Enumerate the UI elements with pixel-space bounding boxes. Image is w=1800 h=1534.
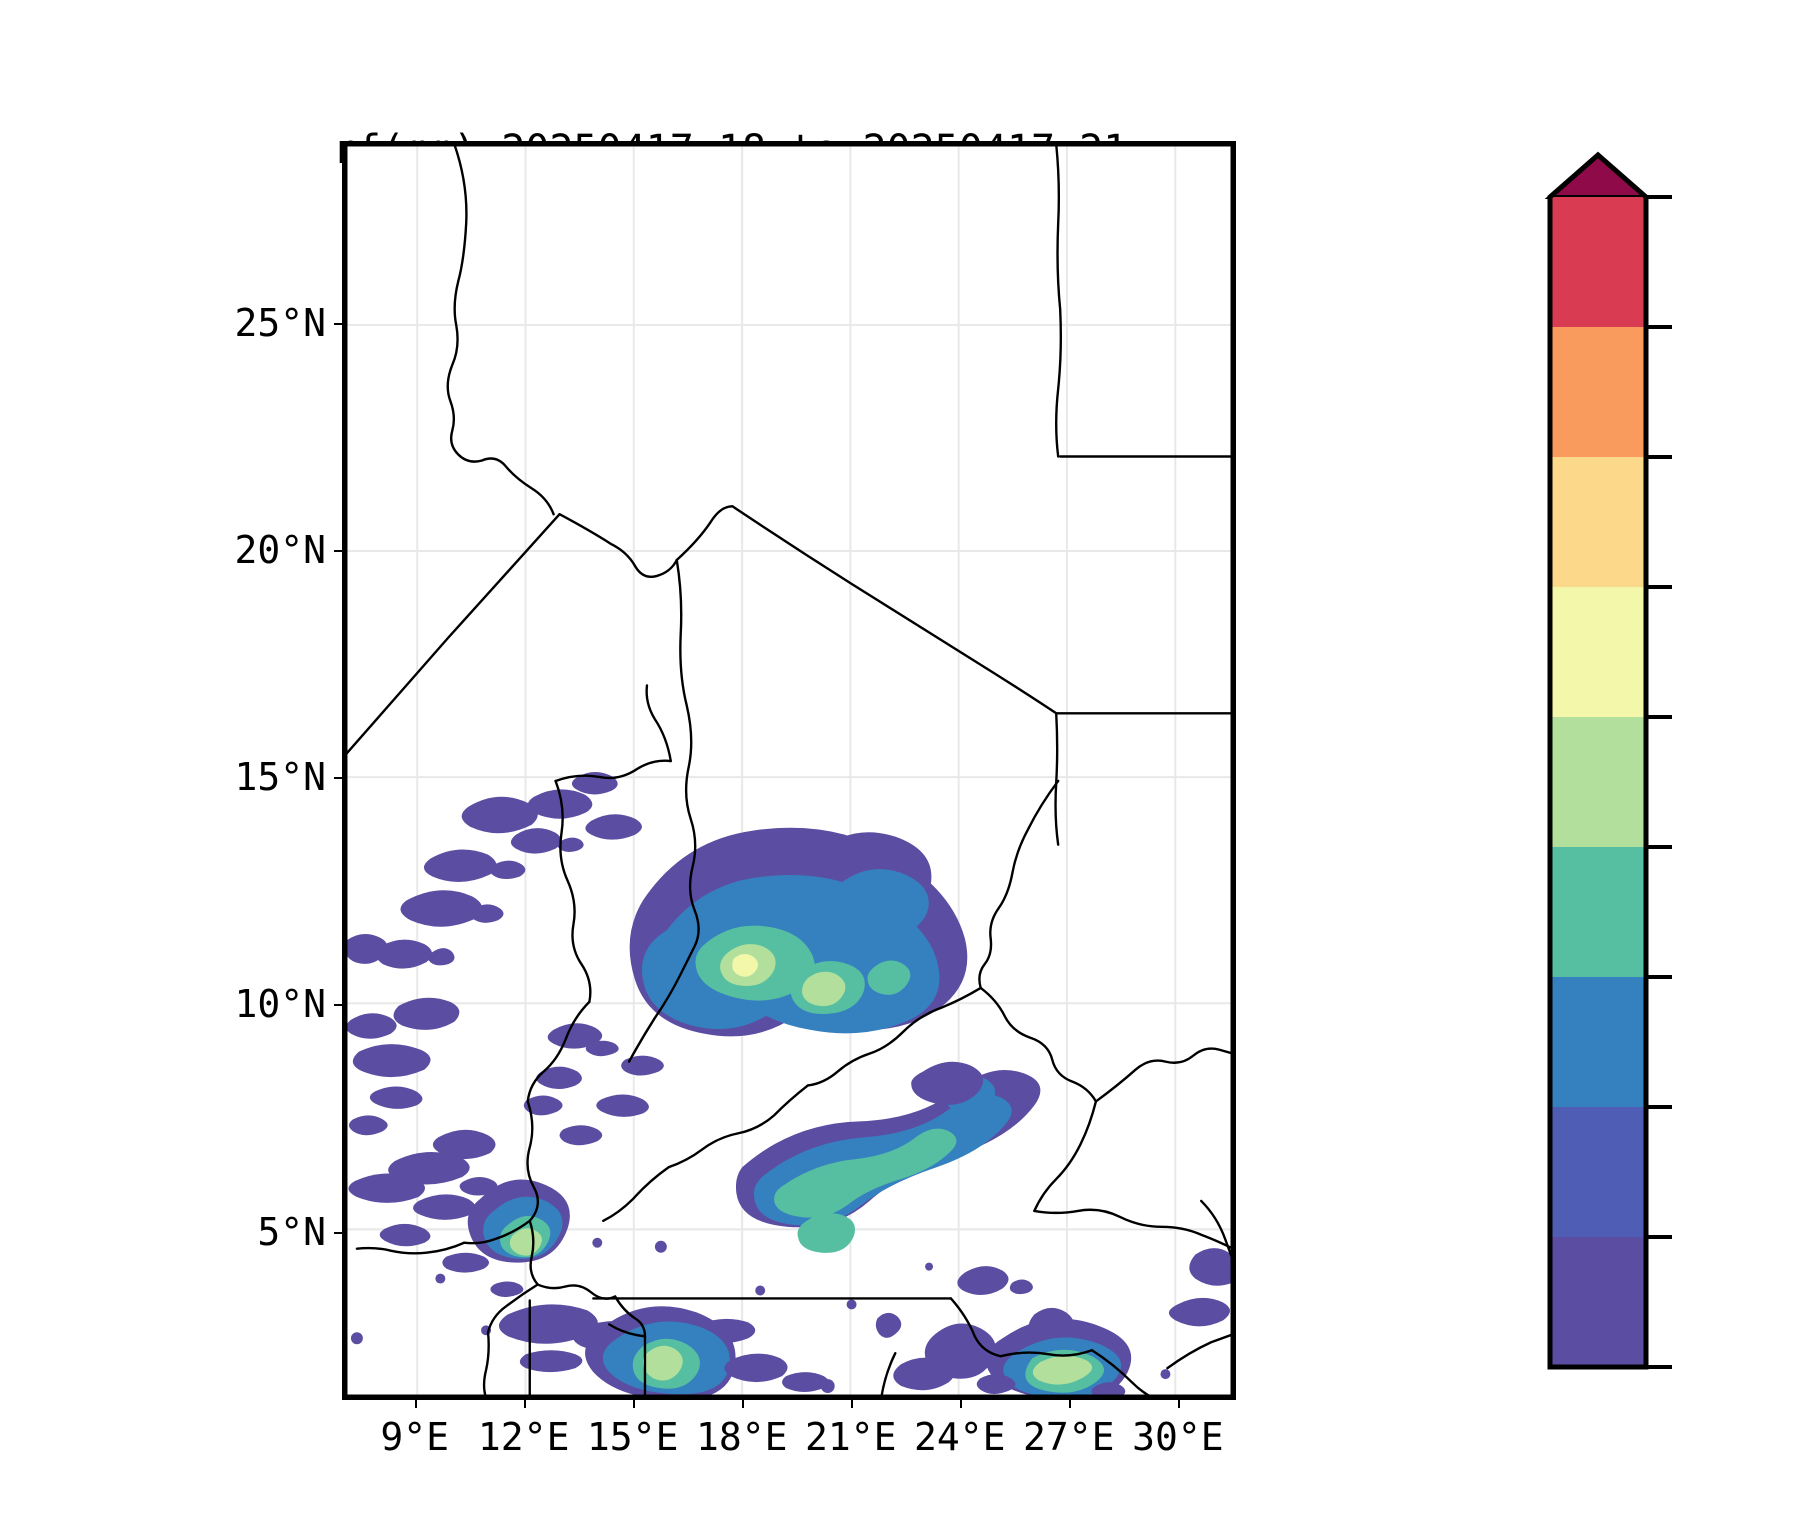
figure-canvas: rf(mm) 20250417_18 to 20250417_21 Simula… [234,126,1800,1459]
xtick-label-30E: 30°E [1132,1415,1224,1459]
xtick-label-18E: 18°E [696,1415,788,1459]
xtick-label-9E: 9°E [380,1415,450,1459]
country-borders [345,144,1233,1397]
colorbar[interactable]: 150 120 100 80 60 40 20 10 5 2 [1500,145,1800,1405]
colorbar-outline [1547,151,1649,1370]
precipitation-field [345,771,1233,1397]
rain-band-2-5 [345,771,756,1373]
xtick-mark-21E [850,1400,853,1408]
colorbar-svg [1544,151,1672,1370]
ytick-mark-10N [334,1004,342,1007]
ytick-mark-5N [334,1231,342,1234]
ytick-label-10N: 10°N [234,982,326,1027]
xtick-label-21E: 21°E [805,1415,897,1459]
ytick-mark-25N [334,322,342,325]
ytick-mark-15N [334,777,342,780]
map-axes[interactable] [342,141,1236,1400]
ytick-label-20N: 20°N [234,528,326,572]
ytick-label-5N: 5°N [257,1209,326,1254]
xtick-mark-18E [741,1400,744,1408]
xtick-label-24E: 24°E [914,1415,1006,1459]
rain-cells-south [585,1306,829,1397]
rain-band-congo [735,1061,1041,1253]
rain-cluster-central [629,827,968,1037]
ytick-label-15N: 15°N [234,755,326,800]
xtick-label-27E: 27°E [1023,1415,1115,1459]
colorbar-ticks [1646,195,1672,1369]
colorbar-extend-arrow [1544,152,1652,199]
xtick-mark-30E [1177,1400,1180,1408]
xtick-label-12E: 12°E [477,1415,570,1459]
xtick-label-15E: 15°E [586,1415,679,1459]
rain-stray-pixels [350,1237,1171,1394]
xtick-mark-24E [959,1400,962,1408]
colorbar-bands [1550,197,1646,1367]
xtick-mark-12E [523,1400,526,1408]
map-plot-area [345,144,1233,1397]
xtick-mark-9E [414,1400,417,1408]
ytick-mark-20N [334,550,342,552]
xtick-mark-15E [632,1400,635,1408]
ytick-label-25N: 25°N [234,300,326,345]
rain-cells-east [875,1248,1233,1397]
xtick-mark-27E [1068,1400,1071,1408]
